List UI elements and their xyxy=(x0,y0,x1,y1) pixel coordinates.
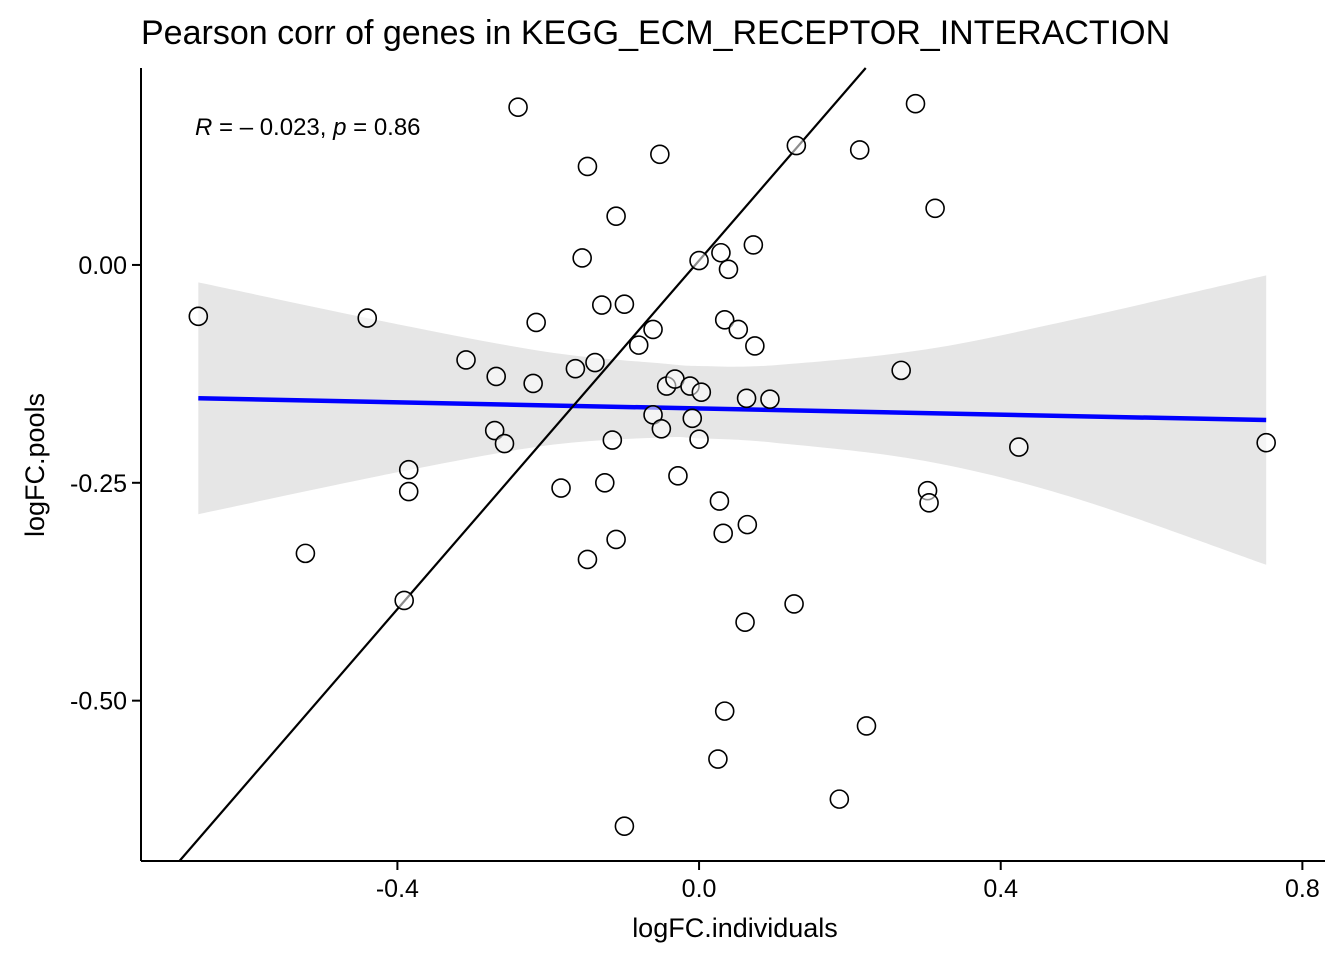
data-point xyxy=(714,701,735,721)
data-point xyxy=(606,206,626,226)
p-symbol: p xyxy=(332,114,346,141)
data-point xyxy=(614,816,635,836)
data-point xyxy=(919,493,939,513)
data-point xyxy=(651,418,672,439)
data-point xyxy=(594,472,615,493)
data-point xyxy=(709,491,730,511)
data-point xyxy=(735,612,755,633)
data-point xyxy=(925,198,945,219)
data-point xyxy=(572,248,592,268)
data-point xyxy=(905,93,926,114)
regression-layer xyxy=(198,396,1267,423)
data-point xyxy=(1009,437,1029,457)
data-point xyxy=(628,335,649,355)
x-tick-label: 0.8 xyxy=(1285,875,1320,903)
data-point xyxy=(668,466,688,486)
data-point xyxy=(614,294,635,314)
data-point xyxy=(606,529,626,550)
data-point xyxy=(456,350,476,370)
data-point xyxy=(1256,432,1276,453)
data-point xyxy=(718,259,739,280)
y-ticks: 0.00 -0.25 -0.50 xyxy=(70,252,141,716)
x-tick-label: 0.0 xyxy=(682,875,717,903)
data-point xyxy=(784,594,804,614)
data-point xyxy=(745,336,765,356)
data-point xyxy=(526,312,546,333)
data-point xyxy=(714,310,735,330)
regression-line xyxy=(198,396,1267,423)
data-point xyxy=(713,523,733,544)
data-point xyxy=(398,459,419,480)
data-point xyxy=(394,590,414,611)
data-point xyxy=(585,352,605,373)
data-point xyxy=(643,319,663,340)
data-point xyxy=(760,389,780,409)
data-point xyxy=(689,429,709,450)
data-point xyxy=(650,144,670,165)
data-point xyxy=(486,366,507,387)
confidence-band-layer xyxy=(198,275,1267,565)
r-value: = – 0.023, xyxy=(212,114,333,141)
data-point xyxy=(849,140,870,160)
data-point xyxy=(891,360,911,381)
data-point xyxy=(357,308,378,328)
data-point xyxy=(577,549,598,570)
data-point xyxy=(708,749,728,769)
y-axis-title: logFC.pools xyxy=(20,393,50,537)
r-symbol: R xyxy=(195,114,212,141)
data-point xyxy=(737,514,758,535)
correlation-annotation: R = – 0.023, p = 0.86 xyxy=(195,114,421,141)
data-point xyxy=(711,242,731,263)
data-point xyxy=(728,319,749,340)
p-value: = 0.86 xyxy=(346,114,420,141)
x-axis-title: logFC.individuals xyxy=(632,913,838,943)
data-point xyxy=(689,250,709,271)
identity-line-layer xyxy=(178,67,867,862)
data-point xyxy=(523,373,543,394)
data-point xyxy=(577,156,598,177)
data-point xyxy=(295,543,316,564)
identity-line xyxy=(178,67,867,862)
data-point xyxy=(591,295,612,315)
data-point xyxy=(743,235,764,255)
data-point xyxy=(602,430,623,450)
data-point xyxy=(494,433,515,454)
chart-title: Pearson corr of genes in KEGG_ECM_RECEPT… xyxy=(141,14,1170,52)
data-point xyxy=(508,97,528,118)
data-point xyxy=(484,420,505,441)
data-point xyxy=(736,388,757,409)
x-tick-label: 0.4 xyxy=(983,875,1018,903)
data-point xyxy=(188,306,209,327)
data-point xyxy=(551,478,571,498)
data-point xyxy=(856,716,877,736)
data-point xyxy=(691,382,712,402)
data-point xyxy=(565,358,586,379)
y-tick-label: 0.00 xyxy=(78,252,127,280)
y-tick-label: -0.50 xyxy=(70,688,127,716)
y-tick-label: -0.25 xyxy=(70,470,127,498)
points-layer xyxy=(188,93,1276,836)
x-tick-label: -0.4 xyxy=(376,875,419,903)
x-ticks: -0.4 0.0 0.4 0.8 xyxy=(376,861,1320,903)
data-point xyxy=(398,481,419,502)
confidence-band xyxy=(198,275,1267,565)
data-point xyxy=(829,789,850,809)
data-point xyxy=(682,408,703,429)
data-point xyxy=(786,135,807,156)
